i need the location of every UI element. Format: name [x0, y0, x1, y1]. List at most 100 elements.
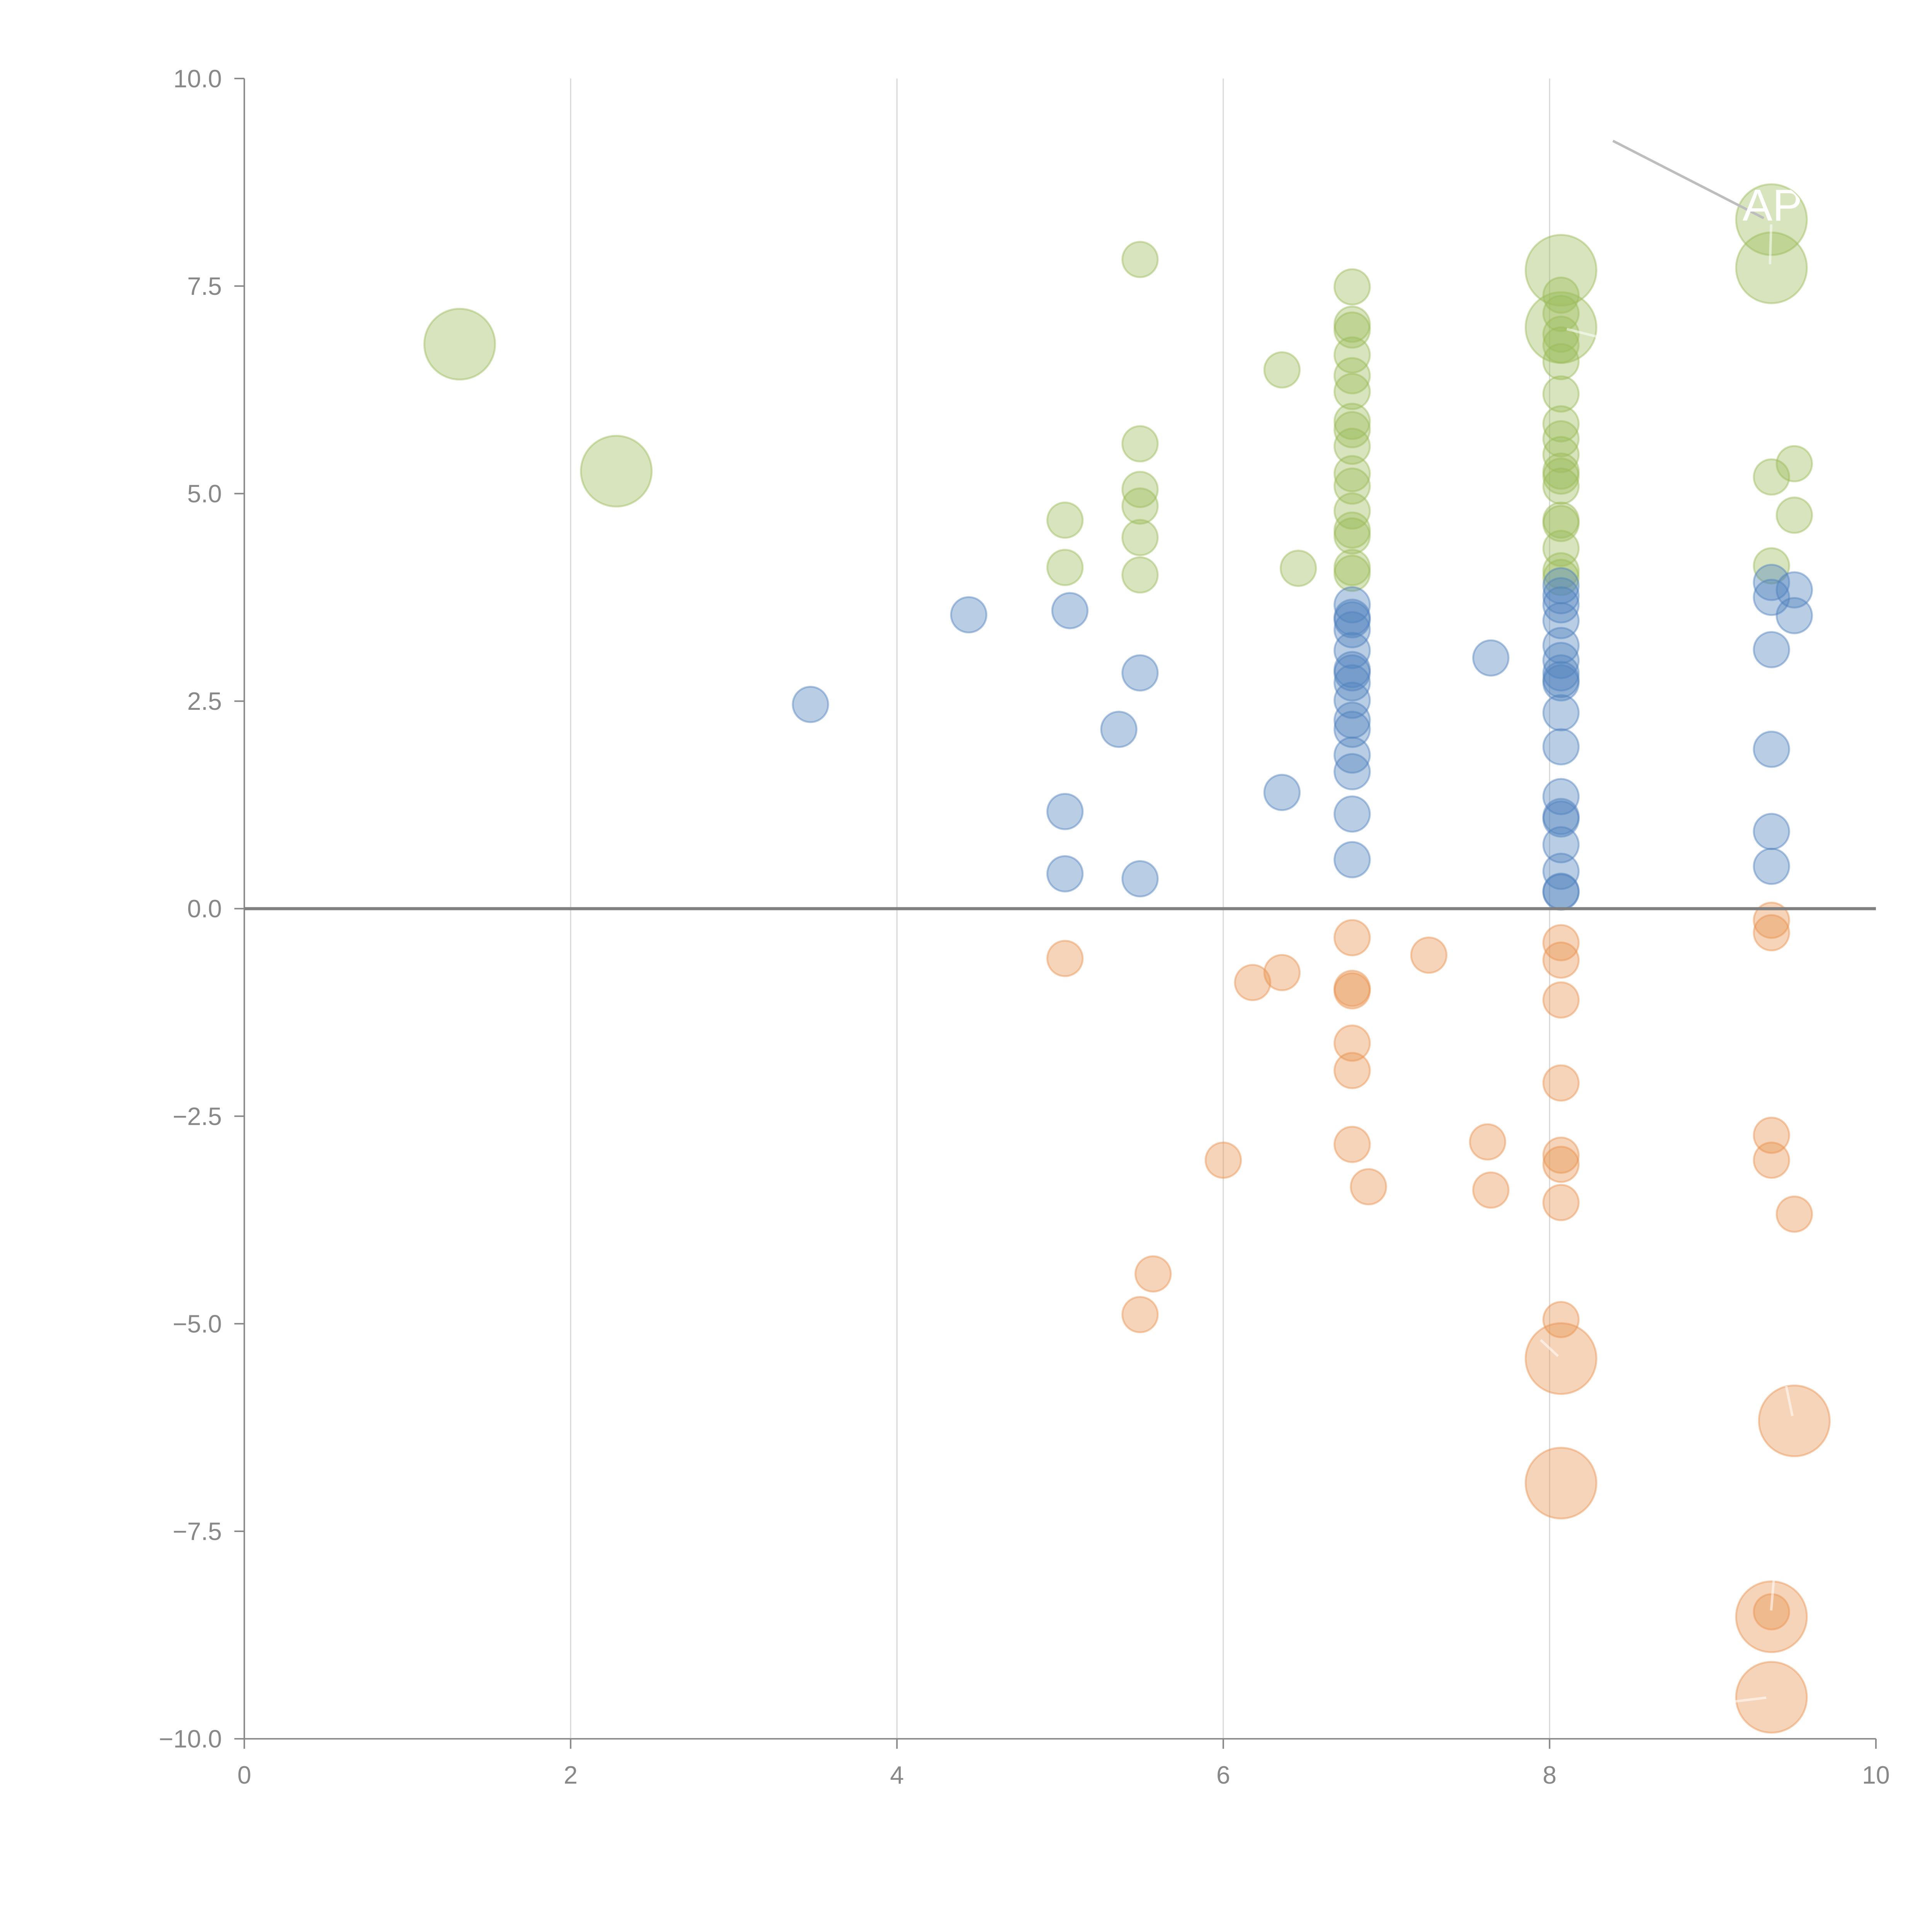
bubble-orange[interactable]: [1472, 1171, 1510, 1209]
bubble-green[interactable]: [1333, 403, 1371, 440]
bubble-blue[interactable]: [1046, 793, 1084, 830]
bubble-blue[interactable]: [1333, 599, 1371, 636]
bubble-green[interactable]: [1333, 549, 1371, 586]
bubble-blue[interactable]: [1333, 654, 1371, 692]
bubble-blue[interactable]: [1333, 586, 1371, 624]
bubble-green[interactable]: [1333, 554, 1371, 592]
bubble-green[interactable]: [1333, 455, 1371, 493]
bubble-green[interactable]: [1542, 529, 1580, 567]
bubble-blue[interactable]: [1776, 597, 1813, 634]
bubble-green[interactable]: [1333, 336, 1371, 374]
bubble-green[interactable]: [1279, 549, 1317, 587]
bubble-orange[interactable]: [1542, 924, 1580, 961]
bubble-blue[interactable]: [1542, 567, 1580, 605]
bubble-green[interactable]: [1121, 487, 1159, 525]
bubble-blue[interactable]: [1776, 571, 1813, 609]
bubble-green[interactable]: [1046, 501, 1084, 539]
bubble-blue[interactable]: [1333, 682, 1371, 719]
bubble-orange[interactable]: [1333, 969, 1371, 1007]
bubble-blue[interactable]: [1753, 730, 1790, 768]
bubble-blue[interactable]: [1333, 711, 1371, 748]
bubble-green[interactable]: [1753, 547, 1790, 585]
bubble-orange[interactable]: [1234, 964, 1272, 1002]
bubble-blue[interactable]: [1753, 813, 1790, 850]
bubble-green[interactable]: [1121, 471, 1159, 508]
bubble-green[interactable]: [1263, 351, 1301, 389]
bubble-orange[interactable]: [1263, 954, 1301, 992]
bubble-blue[interactable]: [1542, 661, 1580, 698]
bubble-orange[interactable]: [1469, 1123, 1507, 1161]
bubble-orange[interactable]: [1524, 1322, 1597, 1395]
bubble-green[interactable]: [1524, 291, 1597, 364]
bubble-green[interactable]: [1542, 505, 1580, 542]
bubble-blue[interactable]: [1472, 639, 1510, 677]
bubble-green[interactable]: [1753, 458, 1790, 496]
bubble-blue[interactable]: [1263, 774, 1301, 811]
bubble-green[interactable]: [1542, 420, 1580, 457]
bubble-blue[interactable]: [950, 596, 988, 634]
bubble-orange[interactable]: [1333, 1024, 1371, 1062]
bubble-green[interactable]: [1542, 457, 1580, 495]
bubble-orange[interactable]: [1542, 941, 1580, 979]
bubble-green[interactable]: [1542, 452, 1580, 490]
bubble-blue[interactable]: [1333, 632, 1371, 669]
bubble-green[interactable]: [1542, 343, 1580, 381]
bubble-blue[interactable]: [1333, 664, 1371, 702]
bubble-green[interactable]: [1333, 427, 1371, 465]
bubble-blue[interactable]: [1542, 586, 1580, 624]
bubble-blue[interactable]: [1542, 800, 1580, 838]
bubble-blue[interactable]: [1542, 642, 1580, 679]
bubble-green[interactable]: [1542, 294, 1580, 332]
bubble-blue[interactable]: [1542, 826, 1580, 864]
bubble-blue[interactable]: [1542, 602, 1580, 639]
bubble-green[interactable]: [1542, 436, 1580, 473]
bubble-blue[interactable]: [1333, 841, 1371, 879]
bubble-green[interactable]: [1542, 315, 1580, 353]
bubble-orange[interactable]: [1046, 940, 1084, 977]
bubble-green[interactable]: [1542, 405, 1580, 443]
bubble-green[interactable]: [1542, 276, 1580, 314]
bubble-blue[interactable]: [1542, 798, 1580, 835]
bubble-blue[interactable]: [1542, 627, 1580, 664]
bubble-blue[interactable]: [1753, 564, 1790, 601]
bubble-blue[interactable]: [1046, 855, 1084, 893]
bubble-blue[interactable]: [1333, 601, 1371, 639]
bubble-orange[interactable]: [1542, 1146, 1580, 1183]
bubble-orange[interactable]: [1753, 1141, 1790, 1179]
bubble-blue[interactable]: [1333, 651, 1371, 689]
bubble-orange[interactable]: [1333, 919, 1371, 957]
bubble-blue[interactable]: [1542, 852, 1580, 890]
bubble-green[interactable]: [1542, 467, 1580, 505]
bubble-orange[interactable]: [1735, 1661, 1808, 1734]
bubble-green[interactable]: [1333, 492, 1371, 530]
bubble-blue[interactable]: [1121, 654, 1159, 692]
bubble-green[interactable]: [1333, 511, 1371, 549]
bubble-orange[interactable]: [1350, 1168, 1387, 1206]
bubble-blue[interactable]: [1753, 631, 1790, 668]
bubble-orange[interactable]: [1542, 1301, 1580, 1338]
bubble-orange[interactable]: [1204, 1141, 1242, 1179]
bubble-orange[interactable]: [1542, 981, 1580, 1019]
bubble-blue[interactable]: [1542, 778, 1580, 815]
bubble-green[interactable]: [1333, 268, 1371, 306]
bubble-orange[interactable]: [1524, 1447, 1597, 1520]
bubble-blue[interactable]: [1333, 611, 1371, 648]
bubble-blue[interactable]: [1333, 795, 1371, 833]
bubble-green[interactable]: [1333, 372, 1371, 410]
bubble-green[interactable]: [1121, 556, 1159, 594]
bubble-green[interactable]: [580, 435, 653, 508]
bubble-orange[interactable]: [1753, 914, 1790, 952]
bubble-blue[interactable]: [1542, 664, 1580, 702]
bubble-blue[interactable]: [1542, 728, 1580, 765]
bubble-green[interactable]: [1121, 425, 1159, 463]
bubble-orange[interactable]: [1410, 936, 1448, 974]
bubble-orange[interactable]: [1542, 1136, 1580, 1174]
bubble-green[interactable]: [1333, 305, 1371, 343]
bubble-blue[interactable]: [1051, 592, 1089, 629]
bubble-green[interactable]: [1776, 445, 1813, 483]
bubble-green[interactable]: [1121, 519, 1159, 556]
bubble-blue[interactable]: [792, 685, 829, 723]
bubble-blue[interactable]: [1333, 736, 1371, 774]
bubble-green[interactable]: [1524, 234, 1597, 307]
bubble-green[interactable]: [1333, 467, 1371, 505]
